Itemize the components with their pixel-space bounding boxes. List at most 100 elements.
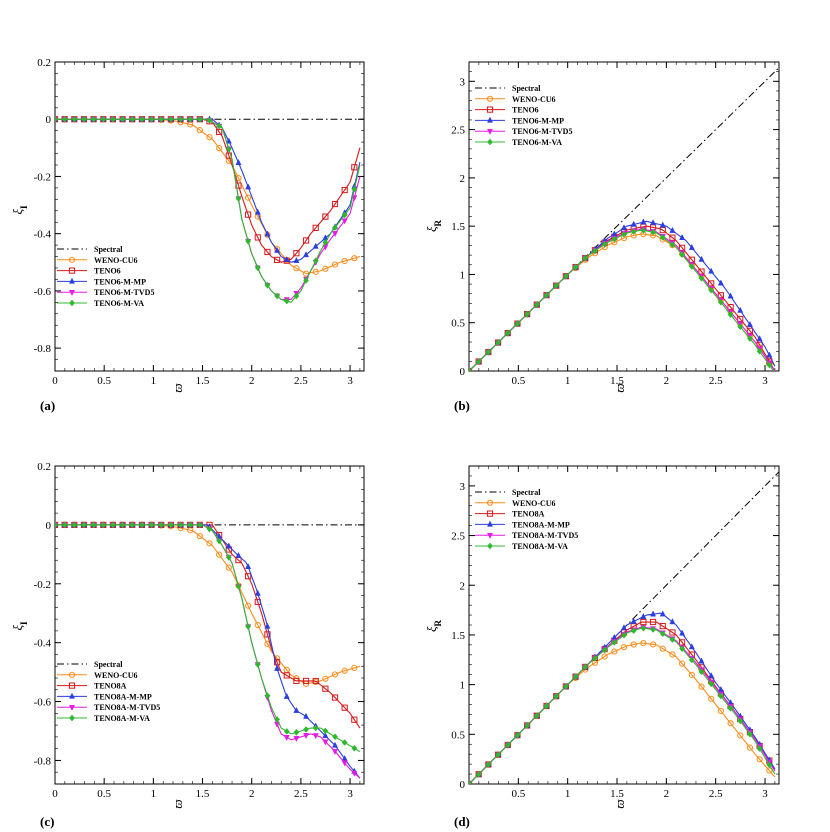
data-point-teno6-m-va (495, 339, 501, 346)
data-point-teno8a (331, 694, 339, 701)
data-point-teno6-m-va (225, 145, 232, 153)
x-axis-label: ϖ (170, 799, 185, 809)
y-tick-label: -0.6 (34, 697, 52, 709)
data-point-teno8a (649, 618, 657, 626)
y-tick-label: 1.5 (451, 630, 465, 642)
data-point-teno8a (640, 618, 647, 626)
data-point-teno8a-m-mp (303, 712, 310, 719)
data-point-teno6-m-mp (254, 208, 261, 215)
data-point-teno6-m-va (196, 115, 203, 123)
data-point-teno8a-m-va (206, 525, 213, 533)
data-point-teno6-m-va (562, 272, 569, 280)
x-tick-label: 0 (52, 375, 58, 387)
data-point-teno8a-m-va (138, 521, 145, 529)
data-point-teno6-m-mp (650, 219, 657, 226)
legend-label-weno-cu6: WENO-CU6 (94, 256, 138, 265)
data-point-teno6 (322, 213, 329, 220)
data-point-teno6-m-va (698, 274, 705, 282)
y-axis-label: ξR (424, 619, 443, 632)
data-point-teno6-m-va (110, 115, 116, 123)
legend-marker-teno6 (68, 267, 76, 274)
data-point-teno8a (302, 677, 310, 685)
data-point-teno6-m-mp (737, 306, 744, 313)
x-tick-label: 0.5 (511, 375, 525, 387)
data-point-teno6-m-mp (620, 224, 628, 231)
data-point-teno6-m-va (601, 240, 608, 248)
data-point-teno8a-m-mp (698, 657, 705, 664)
data-point-teno8a-m-va (485, 761, 492, 768)
data-point-teno6-m-va (264, 281, 271, 289)
legend-marker-weno-cu6 (68, 671, 76, 678)
legend-marker-teno6-m-va (487, 138, 493, 146)
data-point-weno-cu6 (679, 660, 686, 667)
data-point-teno8a-m-va (196, 521, 203, 529)
data-point-teno6-m-mp (274, 246, 281, 253)
data-point-teno8a-m-va (533, 712, 540, 720)
data-point-teno6 (331, 200, 339, 208)
data-point-weno-cu6 (640, 640, 647, 647)
data-point-weno-cu6 (727, 720, 734, 727)
data-point-teno6-m-va (148, 115, 155, 123)
x-tick-label: 2 (249, 375, 255, 387)
data-area (469, 471, 779, 784)
legend-marker-teno8a (486, 510, 494, 517)
y-tick-label: -0.8 (34, 755, 52, 767)
data-point-teno6-m-va (669, 241, 676, 249)
data-point-teno6-m-va (504, 329, 511, 337)
y-tick-label: 0 (46, 114, 52, 126)
data-point-teno8a-m-tvd5 (312, 733, 319, 740)
data-point-teno8a-m-mp (688, 643, 695, 650)
data-point-teno8a-m-mp (235, 551, 242, 558)
data-point-teno8a-m-va (293, 728, 300, 736)
data-point-teno8a-m-va (254, 661, 261, 668)
legend-marker-teno6-m-mp (68, 277, 76, 284)
data-point-teno8a-m-va (167, 521, 174, 529)
data-point-teno8a-m-mp (274, 664, 281, 671)
data-point-teno8a-m-va (312, 724, 319, 732)
data-point-teno6-m-va (630, 228, 637, 235)
data-point-teno6-m-va (187, 115, 194, 123)
legend-label-spectral: Spectral (512, 488, 541, 497)
data-point-weno-cu6 (698, 683, 705, 690)
data-point-teno6-m-va (708, 286, 715, 294)
data-point-teno6-m-mp (688, 243, 695, 250)
x-tick-label: 0.5 (97, 788, 111, 800)
data-point-teno6-m-va (621, 230, 627, 238)
y-axis-label: ξI (10, 621, 29, 631)
x-axis-label: ϖ (170, 383, 185, 393)
legend-label-spectral: Spectral (94, 245, 123, 254)
data-point-teno6-m-va (640, 226, 647, 234)
data-point-teno8a-m-mp (669, 618, 676, 625)
data-point-weno-cu6 (669, 651, 676, 658)
data-point-teno8a (293, 677, 300, 685)
data-point-teno8a-m-tvd5 (341, 760, 348, 767)
data-point-teno6-m-mp (225, 137, 232, 144)
data-point-teno8a-m-va (110, 521, 116, 529)
data-point-teno8a-m-va (100, 521, 107, 529)
legend-marker-teno8a (68, 682, 76, 689)
legend-label-teno6-m-va: TENO6-M-VA (512, 138, 562, 147)
data-point-teno6-m-va (312, 257, 319, 265)
data-point-teno6-m-va (679, 251, 686, 259)
data-point-teno8a-m-mp (717, 685, 724, 692)
legend-label-weno-cu6: WENO-CU6 (512, 95, 556, 104)
data-point-teno6-m-va (206, 117, 213, 124)
data-point-teno6-m-va (129, 115, 136, 123)
data-point-teno6-m-mp (283, 256, 290, 263)
data-point-teno8a-m-va (659, 630, 666, 638)
legend-marker-teno6-m-tvd5 (486, 128, 494, 135)
data-point-teno8a-m-va (332, 733, 338, 741)
data-point-teno6-m-mp (746, 320, 753, 327)
y-axis-label: ξR (424, 219, 443, 232)
series-line-teno6-m-mp (55, 118, 361, 263)
data-point-teno6 (254, 234, 261, 241)
data-point-teno6-m-va (351, 185, 358, 193)
data-point-teno6-m-va (543, 291, 550, 299)
data-point-weno-cu6 (351, 664, 358, 671)
x-tick-label: 2.5 (294, 375, 308, 387)
y-tick-label: 0 (46, 520, 52, 532)
data-point-teno6-m-mp (245, 183, 252, 190)
data-point-teno6-m-va (688, 263, 695, 270)
data-point-teno6-m-mp (264, 230, 271, 237)
data-point-teno6-m-va (55, 115, 58, 123)
